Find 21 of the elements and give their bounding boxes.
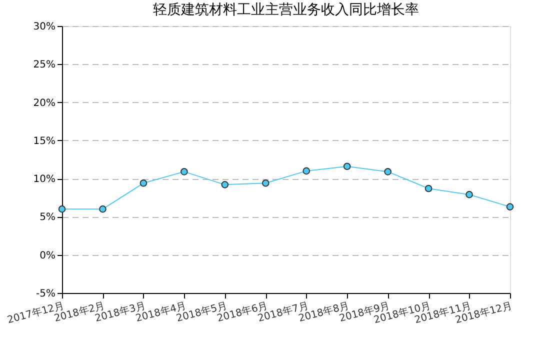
point xyxy=(58,205,66,213)
y-tick-label: 0% xyxy=(40,250,56,262)
point xyxy=(221,181,229,188)
y-tick-label: 5% xyxy=(40,212,56,224)
y-tick-label: -5% xyxy=(36,288,56,300)
point xyxy=(384,168,392,176)
point xyxy=(506,203,514,210)
point xyxy=(140,179,148,187)
point xyxy=(180,168,188,176)
point xyxy=(466,190,473,198)
point xyxy=(343,162,351,170)
chart-title: 轻质建筑材料工业主营业务收入同比增长率 xyxy=(153,2,419,18)
point xyxy=(262,179,270,187)
y-tick-label: 15% xyxy=(33,136,56,147)
y-tick-label: 30% xyxy=(33,22,56,32)
y-tick-label: 20% xyxy=(33,98,56,109)
point xyxy=(302,167,310,175)
point xyxy=(99,205,106,213)
y-tick-label: 25% xyxy=(33,60,56,71)
y-tick-label: 10% xyxy=(33,174,56,186)
point xyxy=(424,184,432,192)
